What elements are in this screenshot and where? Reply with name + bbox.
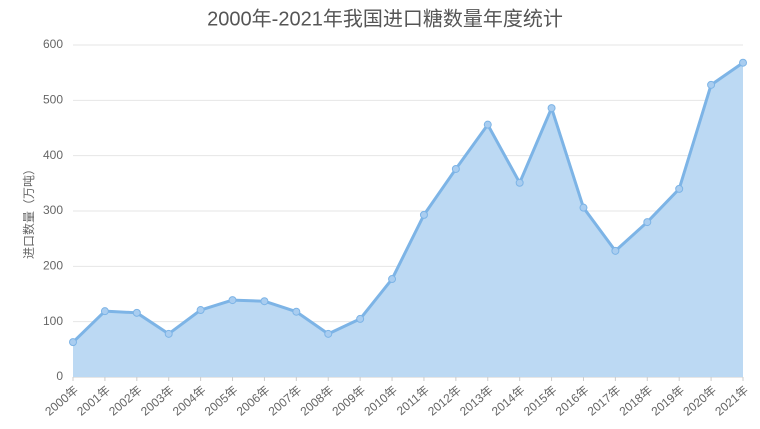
x-tick-label: 2006年 xyxy=(234,383,273,419)
point xyxy=(515,178,524,187)
point xyxy=(132,308,141,317)
y-tick-label: 0 xyxy=(56,369,63,383)
line xyxy=(71,61,744,344)
x-tick-label: 2005年 xyxy=(202,383,241,419)
y-tick-label: 400 xyxy=(43,148,63,162)
point xyxy=(451,164,460,173)
point xyxy=(196,306,205,315)
point xyxy=(675,184,684,193)
x-tick-label: 2002年 xyxy=(106,383,145,419)
x-tick-label: 2017年 xyxy=(585,383,624,419)
point xyxy=(707,80,716,89)
point xyxy=(69,338,77,347)
x-tick-label: 2004年 xyxy=(170,383,209,419)
x-tick-label: 2009年 xyxy=(329,383,368,419)
point xyxy=(356,314,365,323)
point xyxy=(483,120,492,129)
y-tick-label: 500 xyxy=(43,93,63,107)
x-tick-label: 2018年 xyxy=(617,383,656,419)
y-tick-label: 600 xyxy=(43,37,63,51)
x-tick-label: 2020年 xyxy=(680,383,719,419)
chart-title: 2000年-2021年我国进口糖数量年度统计 xyxy=(207,7,563,30)
x-tick-label: 2000年 xyxy=(42,383,81,419)
point xyxy=(100,307,109,316)
x-tick-label: 2008年 xyxy=(298,383,337,419)
point xyxy=(579,203,588,212)
y-tick-label: 200 xyxy=(43,259,63,273)
x-tick-label: 2012年 xyxy=(425,383,464,419)
x-tick-label: 2001年 xyxy=(74,383,113,419)
y-tick-label: 300 xyxy=(43,203,63,217)
point xyxy=(260,297,269,306)
point xyxy=(164,329,173,338)
point xyxy=(739,58,747,67)
x-tick-label: 2016年 xyxy=(553,383,592,419)
point xyxy=(547,104,556,113)
x-tick-label: 2003年 xyxy=(138,383,177,419)
point xyxy=(228,296,237,305)
point xyxy=(324,329,333,338)
point xyxy=(292,307,301,316)
point xyxy=(419,210,428,219)
point xyxy=(611,246,620,255)
x-tick-label: 2010年 xyxy=(361,383,400,419)
x-tick-label: 2011年 xyxy=(394,383,432,418)
point xyxy=(388,275,397,284)
x-tick-label: 2021年 xyxy=(712,383,751,419)
x-tick-label: 2007年 xyxy=(266,383,305,419)
x-tick-label: 2019年 xyxy=(649,383,688,419)
area xyxy=(73,62,743,377)
x-tick-label: 2015年 xyxy=(521,383,560,419)
y-tick-label: 100 xyxy=(43,314,63,328)
x-tick-label: 2014年 xyxy=(489,383,528,419)
point xyxy=(643,218,652,227)
x-tick-label: 2013年 xyxy=(457,383,496,419)
y-axis-label: 进口数量（万吨） xyxy=(21,163,36,259)
